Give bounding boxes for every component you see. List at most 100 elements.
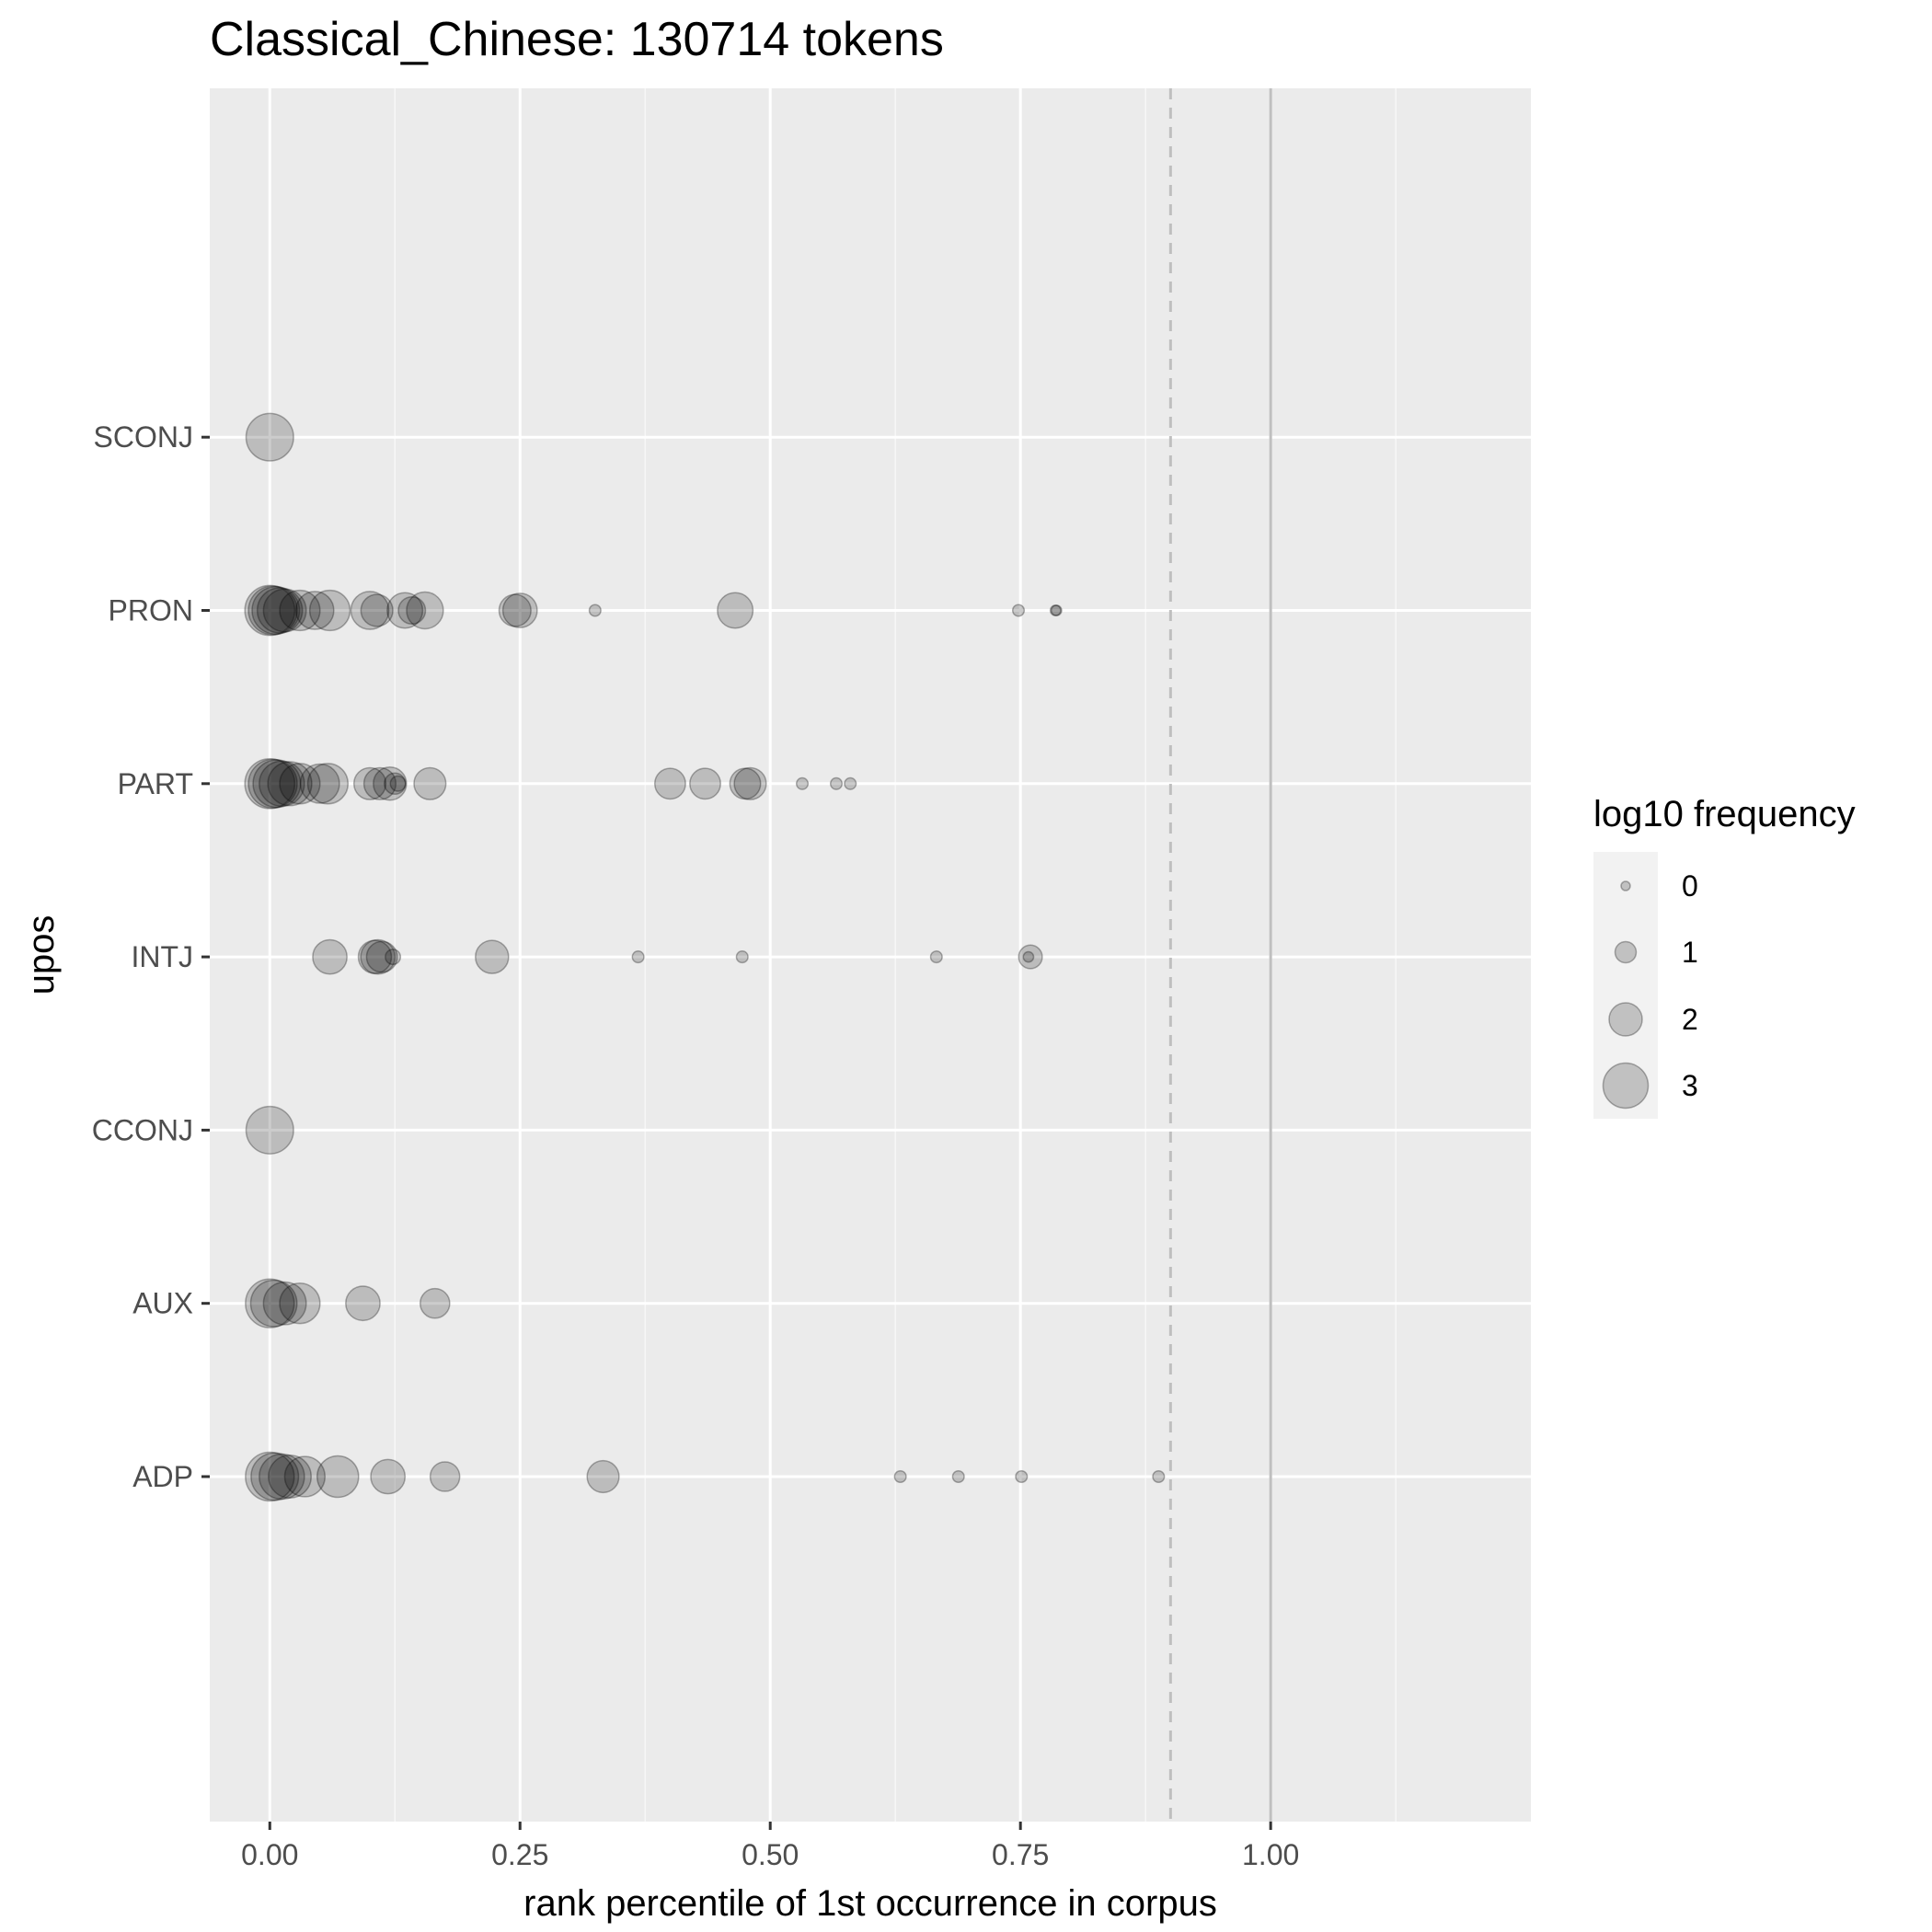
data-point: [279, 763, 321, 805]
data-point: [406, 591, 444, 630]
y-tick-label: PRON: [109, 594, 193, 627]
data-point: [294, 591, 335, 630]
legend-key-label: 2: [1682, 1003, 1698, 1036]
x-tick-label: 0.75: [992, 1838, 1049, 1871]
data-point: [588, 604, 602, 617]
y-tick-label: CCONJ: [92, 1113, 193, 1146]
size-legend: log10 frequency 0 1 2 3: [1593, 794, 1856, 1119]
x-tick-label: 0.50: [742, 1838, 799, 1871]
data-point: [362, 766, 397, 800]
data-point: [259, 760, 305, 808]
plot-panel: [210, 88, 1531, 1822]
data-point: [259, 1453, 305, 1501]
data-point: [308, 589, 351, 632]
data-point: [279, 589, 321, 632]
data-point: [1049, 604, 1062, 616]
data-point: [501, 592, 538, 628]
data-point: [283, 1455, 326, 1498]
data-point: [352, 766, 387, 800]
data-point: [733, 766, 767, 800]
data-point: [689, 767, 721, 800]
legend-key-label: 3: [1682, 1069, 1698, 1102]
data-point: [1015, 1469, 1029, 1484]
y-tick-label: PART: [118, 767, 193, 800]
data-point: [247, 758, 298, 809]
legend-key-background: [1593, 852, 1658, 1119]
data-point: [429, 1461, 461, 1492]
data-point: [413, 766, 447, 800]
data-point: [345, 1285, 381, 1322]
reference-lines: [1168, 88, 1272, 1822]
data-point: [299, 763, 340, 804]
data-point: [1022, 950, 1035, 963]
data-point: [829, 776, 844, 790]
data-point: [384, 772, 407, 796]
data-point: [279, 1282, 321, 1325]
data-point: [306, 763, 350, 805]
data-point: [316, 1455, 360, 1499]
data-point: [365, 940, 398, 973]
data-point: [370, 1458, 407, 1495]
x-tick-label: 0.25: [491, 1838, 548, 1871]
data-point: [389, 775, 407, 792]
data-point: [245, 412, 294, 462]
y-tick-label: AUX: [132, 1287, 193, 1320]
legend-key-circle: [1602, 1062, 1650, 1110]
data-points: [244, 412, 1166, 1502]
data-point: [262, 1281, 307, 1326]
data-point: [250, 1452, 300, 1501]
legend-key-label: 1: [1682, 936, 1698, 969]
y-axis-title: upos: [21, 915, 62, 995]
data-point: [729, 767, 762, 800]
data-point: [357, 939, 393, 974]
data-point: [262, 588, 307, 633]
data-point: [735, 950, 749, 964]
data-point: [1152, 1469, 1166, 1484]
y-axis: ADP AUX CCONJ INTJ PART PRON SCONJ: [92, 420, 210, 1493]
data-point: [245, 1278, 295, 1328]
data-point: [844, 776, 857, 790]
data-point: [893, 1469, 907, 1484]
data-point: [1011, 604, 1026, 617]
data-point: [244, 584, 296, 637]
data-point: [251, 585, 301, 636]
data-point: [498, 593, 532, 627]
data-point: [386, 592, 424, 629]
data-point: [717, 592, 754, 629]
data-point: [312, 938, 348, 975]
data-point: [1050, 604, 1063, 616]
data-point: [631, 950, 645, 964]
chart-title: Classical_Chinese: 130714 tokens: [210, 13, 944, 66]
data-point: [247, 585, 298, 636]
data-point: [586, 1459, 620, 1494]
data-point: [929, 950, 943, 964]
data-point: [350, 591, 390, 630]
data-point: [360, 938, 397, 975]
legend-key-label: 0: [1682, 869, 1698, 903]
data-point: [244, 757, 296, 810]
x-tick-label: 0.00: [241, 1838, 298, 1871]
legend-key-circle: [1620, 880, 1631, 891]
legend-key-circle: [1608, 1002, 1643, 1037]
x-axis: 0.00 0.25 0.50 0.75 1.00: [241, 1822, 1299, 1871]
data-point: [385, 949, 402, 966]
data-point: [1018, 944, 1043, 970]
x-axis-title: rank percentile of 1st occurrence in cor…: [523, 1883, 1217, 1924]
data-point: [245, 1451, 295, 1502]
data-point: [249, 1279, 298, 1328]
y-tick-label: SCONJ: [94, 420, 193, 454]
legend-title: log10 frequency: [1593, 794, 1856, 834]
data-point: [268, 1455, 312, 1499]
data-point: [245, 1105, 294, 1155]
data-point: [795, 776, 810, 790]
data-point: [360, 593, 394, 627]
data-point: [475, 939, 510, 974]
data-point: [252, 759, 302, 809]
data-point: [419, 1287, 451, 1319]
x-tick-label: 1.00: [1242, 1838, 1299, 1871]
data-point: [951, 1469, 965, 1484]
legend-key-circle: [1614, 940, 1638, 964]
data-point: [267, 761, 313, 807]
